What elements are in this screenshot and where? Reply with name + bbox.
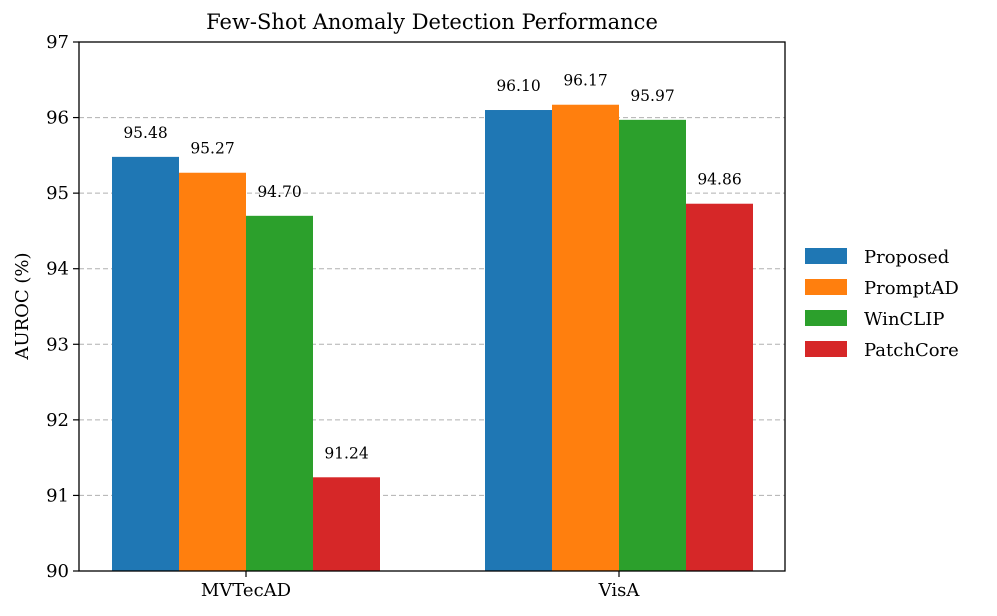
bar-value-label: 91.24 (324, 444, 369, 462)
legend-label-patchcore: PatchCore (864, 340, 959, 361)
bar-promptad-visa (552, 104, 619, 571)
bar-proposed-mvtecad (112, 156, 179, 571)
bar-winclip-mvtecad (246, 215, 313, 572)
legend-label-promptad: PromptAD (864, 278, 959, 299)
y-tick-label: 94 (46, 259, 69, 280)
y-tick-label: 92 (46, 410, 69, 431)
y-tick-label: 95 (46, 183, 69, 204)
legend-swatch-winclip (805, 310, 847, 326)
x-tick-label: VisA (598, 580, 641, 601)
plot-frame (78, 41, 786, 572)
bar-value-label: 95.97 (630, 87, 674, 105)
legend: Proposed PromptAD WinCLIP PatchCore (805, 247, 959, 361)
y-axis-ticks: 90 91 92 93 94 95 96 97 (46, 32, 79, 582)
legend-swatch-patchcore (805, 341, 847, 357)
bar-promptad-mvtecad (179, 172, 246, 571)
bars (112, 104, 753, 572)
bar-value-label: 95.27 (190, 140, 234, 158)
bar-value-label: 96.17 (563, 72, 607, 90)
bar-value-label: 95.48 (123, 124, 167, 142)
bar-value-label: 94.86 (697, 171, 741, 189)
y-tick-label: 91 (46, 485, 69, 506)
bar-value-label: 94.70 (257, 183, 301, 201)
y-tick-label: 97 (46, 32, 69, 53)
bar-proposed-visa (485, 110, 552, 571)
legend-label-proposed: Proposed (864, 247, 949, 268)
legend-swatch-proposed (805, 248, 847, 264)
legend-label-winclip: WinCLIP (864, 309, 944, 330)
bar-winclip-visa (619, 119, 686, 572)
y-tick-label: 93 (46, 334, 69, 355)
x-axis-ticks: MVTecAD VisA (201, 571, 640, 601)
x-tick-label: MVTecAD (201, 580, 291, 601)
y-tick-label: 96 (46, 108, 69, 129)
bar-patchcore-mvtecad (313, 477, 380, 571)
bar-value-labels: 95.48 96.10 95.27 96.17 94.70 95.97 91.24 94.86 (123, 72, 741, 463)
legend-swatch-promptad (805, 279, 847, 295)
chart-title: Few-Shot Anomaly Detection Performance (206, 10, 658, 34)
bar-value-label: 96.10 (496, 77, 540, 95)
y-tick-label: 90 (46, 561, 69, 582)
y-axis-label: AUROC (%) (12, 252, 33, 360)
bar-patchcore-visa (686, 203, 753, 572)
